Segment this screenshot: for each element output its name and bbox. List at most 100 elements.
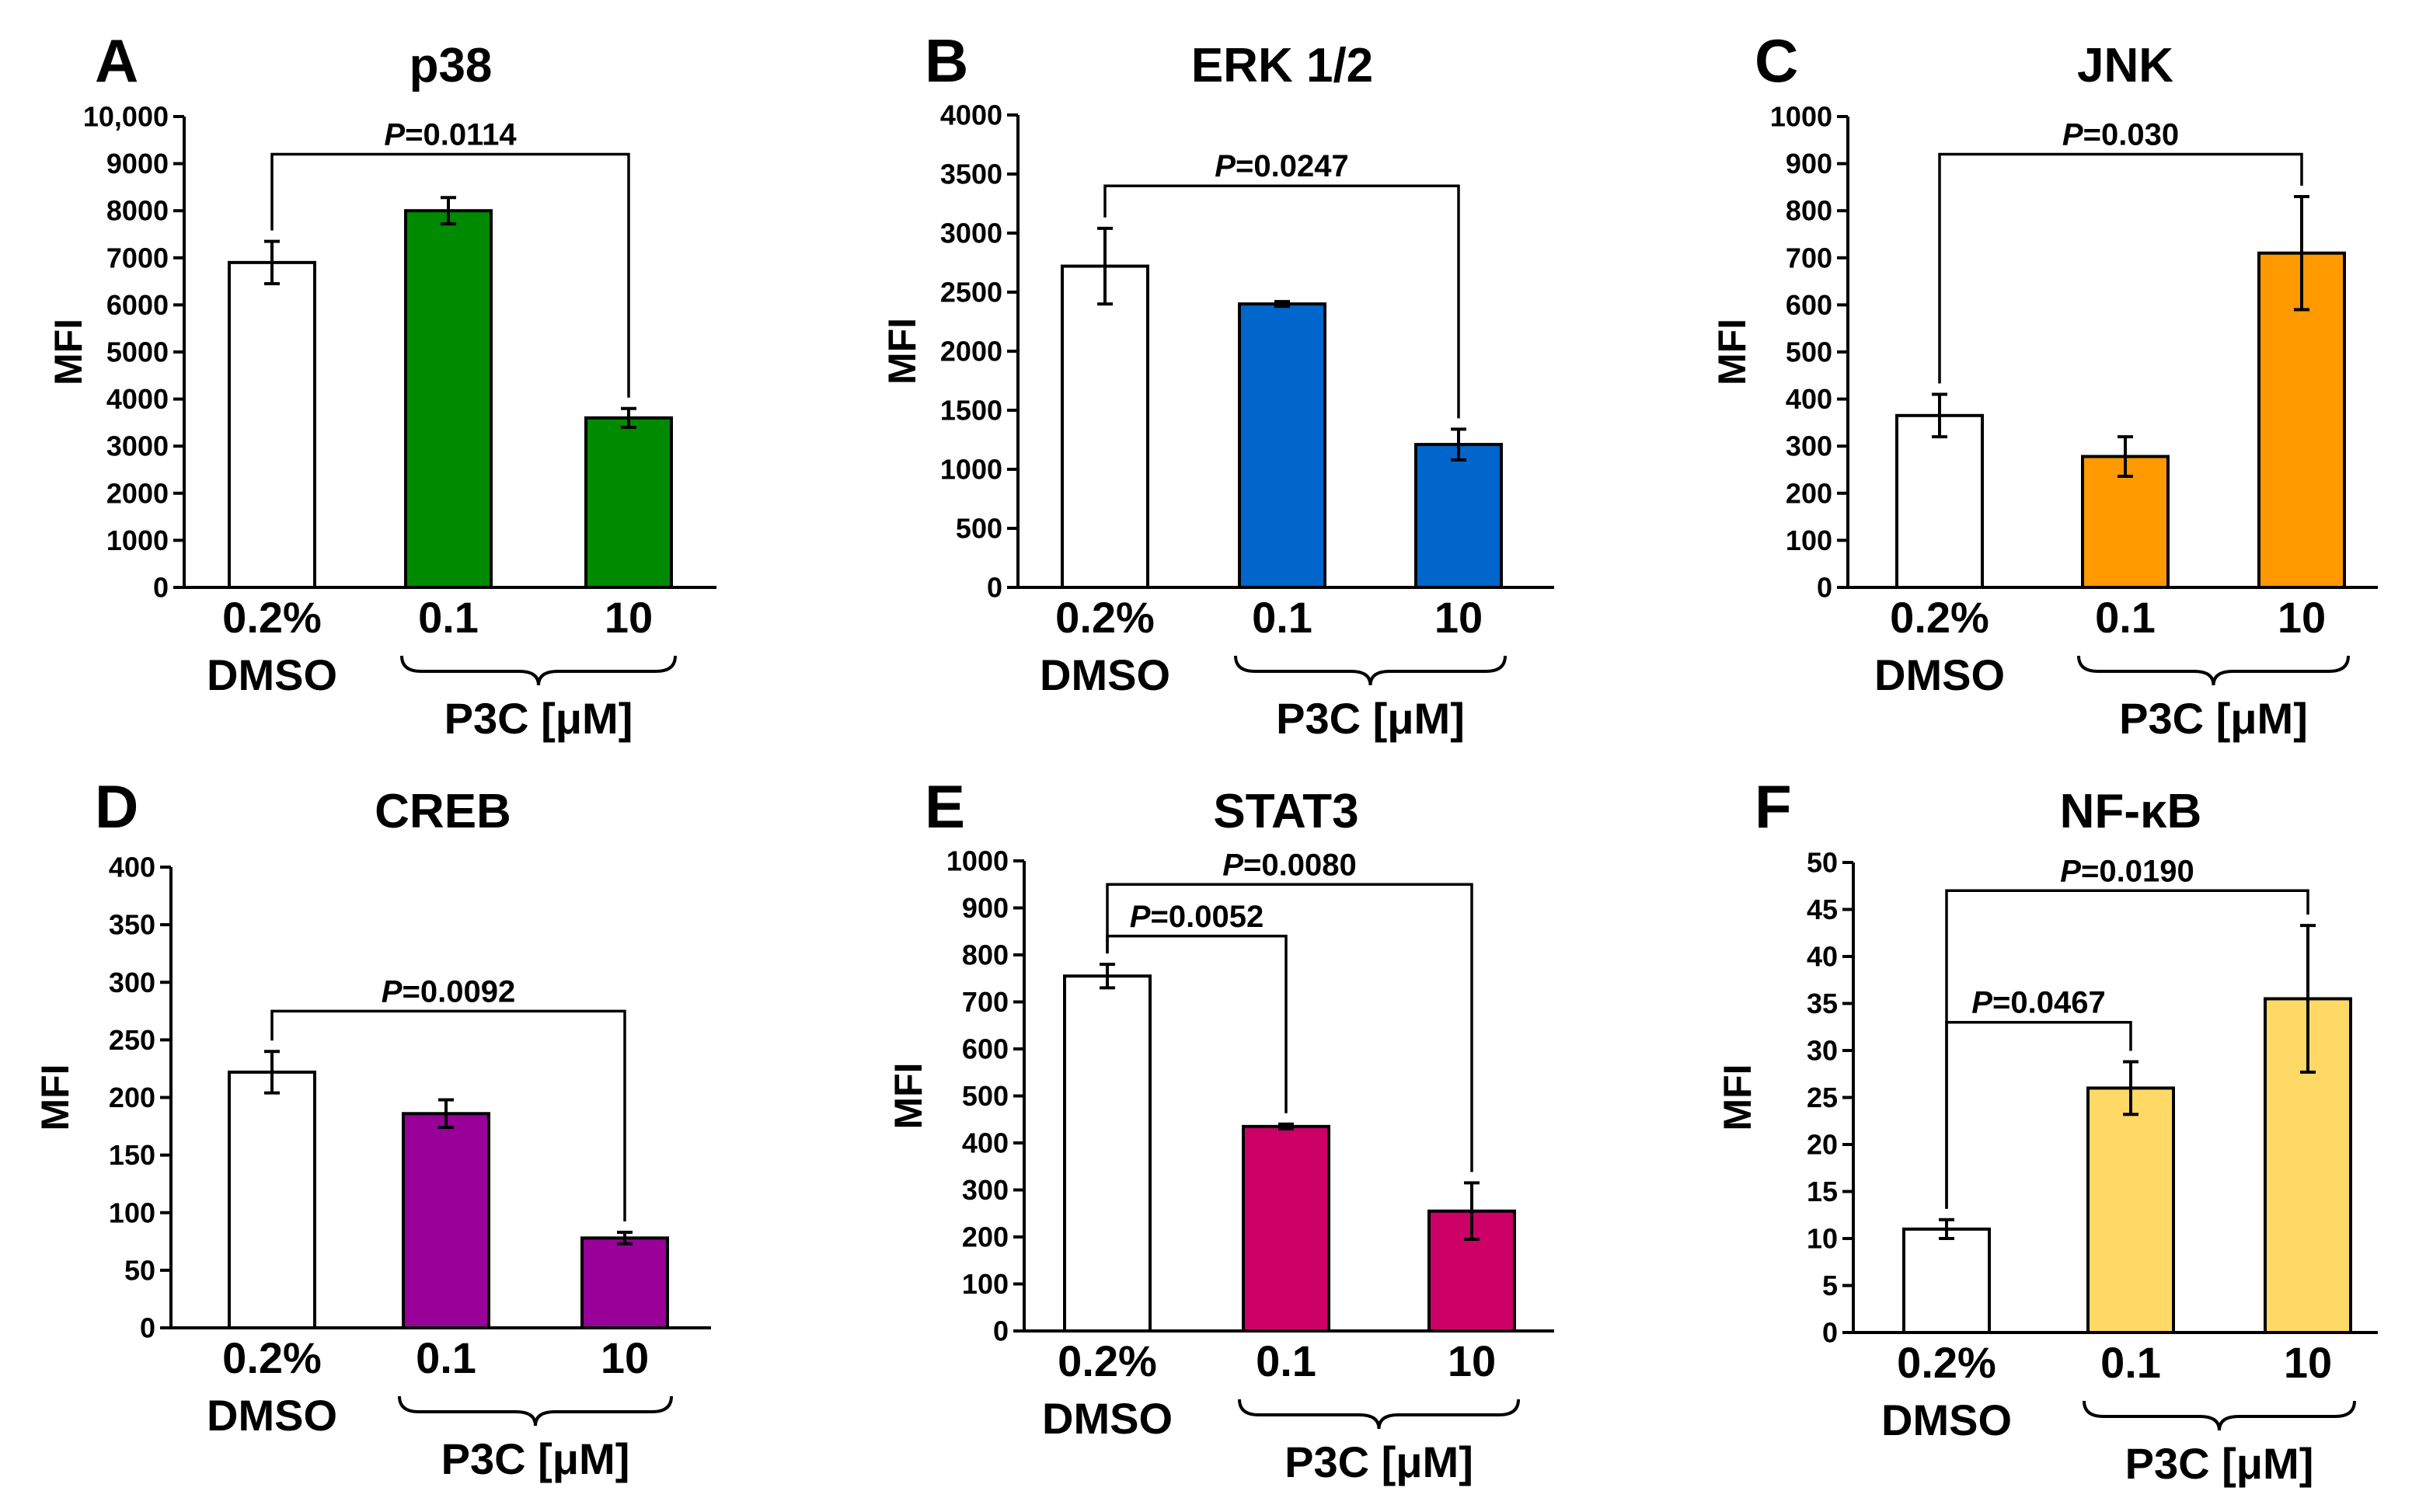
y-tick-label: 400 (962, 1127, 1009, 1159)
bar-vehicle (1902, 1227, 1991, 1335)
significance-bracket (270, 1009, 626, 1221)
p-value-number: =0.030 (2083, 117, 2179, 152)
y-axis-label: MFI (880, 318, 924, 385)
y-tick-label: 4000 (940, 99, 1002, 131)
bar-vehicle (1061, 264, 1149, 589)
panel-title: STAT3 (1213, 785, 1358, 838)
p-value-number: =0.0114 (405, 117, 517, 152)
y-axis-label: MFI (1716, 1064, 1759, 1131)
y-tick-label: 300 (962, 1174, 1009, 1206)
significance-bracket (1938, 152, 2303, 384)
group-label: P3C [μM] (2125, 1439, 2314, 1488)
y-tick-label: 100 (962, 1268, 1009, 1300)
y-tick-label: 1500 (940, 395, 1002, 427)
y-axis-label: MFI (33, 1064, 77, 1131)
dose-group-brace (400, 655, 677, 686)
p-value-number: =0.0467 (1992, 986, 2106, 1020)
vehicle-label: DMSO (1040, 650, 1170, 699)
group-label: P3C [μM] (1284, 1437, 1473, 1486)
category-label: 10 (2278, 593, 2326, 642)
p-value-italic: P (382, 974, 403, 1009)
y-tick-label: 0 (140, 1312, 155, 1344)
significance-bracket (1945, 889, 2309, 1209)
category-label: 0.2% (222, 593, 322, 642)
y-tick-label: 900 (1786, 148, 1832, 179)
y-tick-label: 40 (1807, 941, 1838, 973)
y-tick-label: 0 (153, 572, 169, 604)
y-tick-label: 6000 (106, 289, 169, 321)
y-tick-label: 15 (1807, 1176, 1838, 1207)
group-label: P3C [μM] (2119, 694, 2308, 743)
dose-group-brace (2083, 1400, 2356, 1431)
y-tick-label: 800 (1786, 195, 1832, 227)
y-tick-label: 1000 (1770, 101, 1832, 133)
y-tick-label: 300 (109, 967, 155, 998)
bar-dose-2 (1414, 443, 1503, 590)
y-tick-label: 9000 (106, 148, 169, 179)
dose-group-brace (1234, 655, 1507, 686)
y-tick-label: 20 (1807, 1129, 1838, 1161)
y-tick-label: 2000 (940, 336, 1002, 368)
bar-vehicle (1063, 974, 1152, 1333)
panel-f: F NF-κB MFI 0 5 10 15 20 25 30 35 40 45 50 0.2% 0.1 10 DM… (1716, 772, 2378, 1488)
y-tick-label: 200 (962, 1221, 1009, 1253)
y-tick-label: 8000 (106, 195, 169, 227)
y-tick-label: 300 (1786, 430, 1832, 462)
p-value-label: P=0.0467 (1971, 986, 2105, 1020)
p-value-number: =0.0052 (1150, 900, 1264, 934)
p-value-label: P=0.0114 (384, 117, 517, 152)
bar-vehicle (1895, 413, 1984, 589)
panel-d: D CREB MFI 0 50 100 150 200 250 300 350 400 0.2% 0.1 1… (33, 772, 711, 1483)
y-tick-label: 10,000 (83, 101, 169, 133)
group-label: P3C [μM] (1276, 694, 1465, 743)
bar-dose-1 (1242, 1124, 1330, 1333)
y-tick-label: 400 (109, 852, 155, 883)
y-axis-label: MFI (887, 1062, 930, 1129)
y-tick-label: 3000 (940, 218, 1002, 249)
y-tick-label: 700 (962, 986, 1009, 1018)
y-tick-label: 5000 (106, 336, 169, 368)
panel-letter: C (1755, 26, 1798, 95)
y-tick-label: 30 (1807, 1035, 1838, 1067)
panel-b: B ERK 1/2 MFI 0 500 1000 1500 2000 2500 3000 3500 4… (880, 26, 1554, 743)
vehicle-label: DMSO (207, 650, 337, 699)
panel-e: E STAT3MFI0100200300400500600700800900100… (887, 772, 1554, 1486)
y-tick-label: 3000 (106, 430, 169, 462)
category-label: 0.1 (1256, 1336, 1316, 1385)
dose-group-brace (398, 1395, 673, 1427)
y-tick-label: 350 (109, 909, 155, 941)
y-tick-label: 0 (1817, 572, 1832, 604)
category-label: 10 (1448, 1336, 1496, 1385)
p-value-number: =0.0247 (1236, 149, 1349, 183)
y-tick-label: 0 (993, 1315, 1009, 1347)
p-value-italic: P (1222, 848, 1243, 882)
bar-dose-1 (2081, 455, 2170, 589)
y-tick-label: 200 (1786, 477, 1832, 509)
bar-dose-2 (580, 1236, 669, 1329)
y-tick-label: 10 (1807, 1223, 1838, 1255)
p-value-italic: P (1971, 986, 1992, 1020)
y-tick-label: 250 (109, 1024, 155, 1056)
y-tick-label: 600 (1786, 289, 1832, 321)
group-label: P3C [μM] (444, 694, 633, 743)
panel-title: NF-κB (2060, 785, 2202, 838)
y-tick-label: 100 (109, 1197, 155, 1228)
category-label: 0.2% (1058, 1336, 1157, 1385)
y-tick-label: 800 (962, 939, 1009, 971)
p-value-label: P=0.0092 (382, 974, 515, 1009)
y-tick-label: 700 (1786, 242, 1832, 273)
p-value-label: P=0.0080 (1222, 848, 1356, 882)
bar-dose-2 (584, 416, 673, 590)
y-tick-label: 4000 (106, 383, 169, 415)
group-label: P3C [μM] (441, 1434, 630, 1483)
vehicle-label: DMSO (207, 1391, 337, 1440)
p-value-label: P=0.0052 (1130, 900, 1264, 934)
panel-letter: D (95, 772, 138, 841)
p-value-label: P=0.0190 (2060, 854, 2194, 888)
y-tick-label: 500 (956, 513, 1002, 545)
bar-dose-1 (404, 209, 493, 589)
vehicle-label: DMSO (1874, 650, 2005, 699)
y-tick-label: 25 (1807, 1082, 1838, 1113)
y-tick-label: 500 (1786, 336, 1832, 368)
